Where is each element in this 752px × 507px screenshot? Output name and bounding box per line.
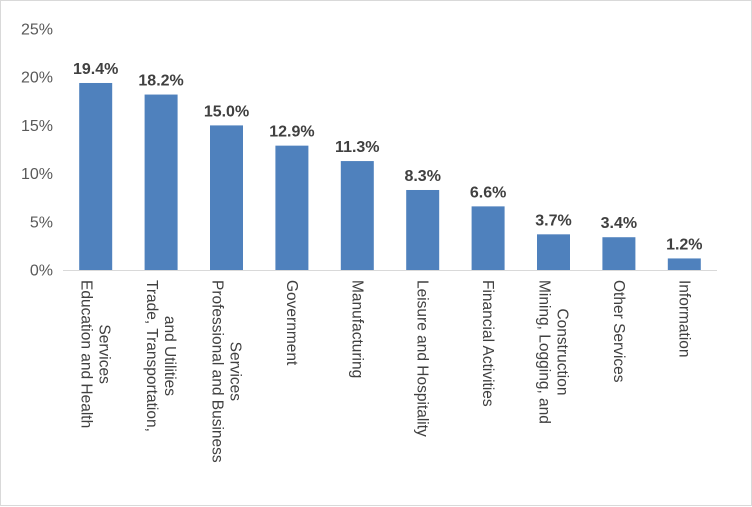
bar [406,189,440,270]
category-label: Information [675,280,692,358]
data-label: 8.3% [404,168,440,185]
bar [79,82,113,270]
y-tick-label: 25% [21,22,53,39]
y-tick-label: 10% [21,166,53,183]
category-label: Trade, Transportation, and Utilities [143,280,178,432]
x-axis: Education and Health Services Trade, Trans… [63,270,717,463]
category-label: Other Services [610,280,627,383]
category-label: Manufacturing [348,280,365,378]
y-tick-label: 0% [30,263,53,280]
data-label: 3.4% [601,215,637,232]
category-label: Government [283,280,300,366]
bar [275,145,309,270]
bar [602,237,636,270]
bar [537,234,570,270]
data-label: 3.7% [535,212,571,229]
category-label: Leisure and Hospitality [414,280,431,437]
category-label: Education and Health Services [78,280,113,428]
category-label-line: Trade, Transportation, [143,280,160,432]
y-axis: 0% 5% 10% 15% 20% 25% [21,22,53,280]
category-label-line: Professional and Business [209,280,226,463]
category-label-line: Other Services [610,280,627,383]
category-label-line: Education and Health [78,280,95,428]
category-label-line: Government [283,280,300,366]
category-label-line: Services [96,324,113,384]
category-label: Mining, Logging, and Construction [536,280,571,424]
data-label: 11.3% [335,139,379,156]
category-label-line: Manufacturing [348,280,365,378]
data-label: 1.2% [666,236,702,253]
y-tick-label: 5% [30,214,53,231]
category-label-line: Mining, Logging, and [536,280,553,424]
bar [471,206,505,270]
data-label: 19.4% [73,61,118,78]
data-label: 6.6% [470,184,506,201]
data-label: 12.9% [269,124,314,141]
data-label: 15.0% [204,103,249,120]
category-label-line: Services [227,342,244,402]
bar [667,258,701,270]
category-label: Professional and Business Services [209,280,244,463]
bar [144,94,178,270]
y-tick-label: 20% [21,70,53,87]
category-label-line: Construction [554,308,571,395]
data-labels: 19.4% 18.2% 15.0% 12.9% 11.3% 8.3% 6.6% 3.7% 3.4… [73,61,703,253]
bars [79,82,701,271]
category-label-line: and Utilities [161,316,178,396]
bar [340,161,374,270]
data-label: 18.2% [138,73,183,90]
category-label: Financial Activities [479,280,496,407]
category-label-line: Financial Activities [479,280,496,407]
category-label-line: Information [675,280,692,358]
y-tick-label: 15% [21,118,53,135]
bar [210,125,243,271]
category-label-line: Leisure and Hospitality [414,280,431,437]
